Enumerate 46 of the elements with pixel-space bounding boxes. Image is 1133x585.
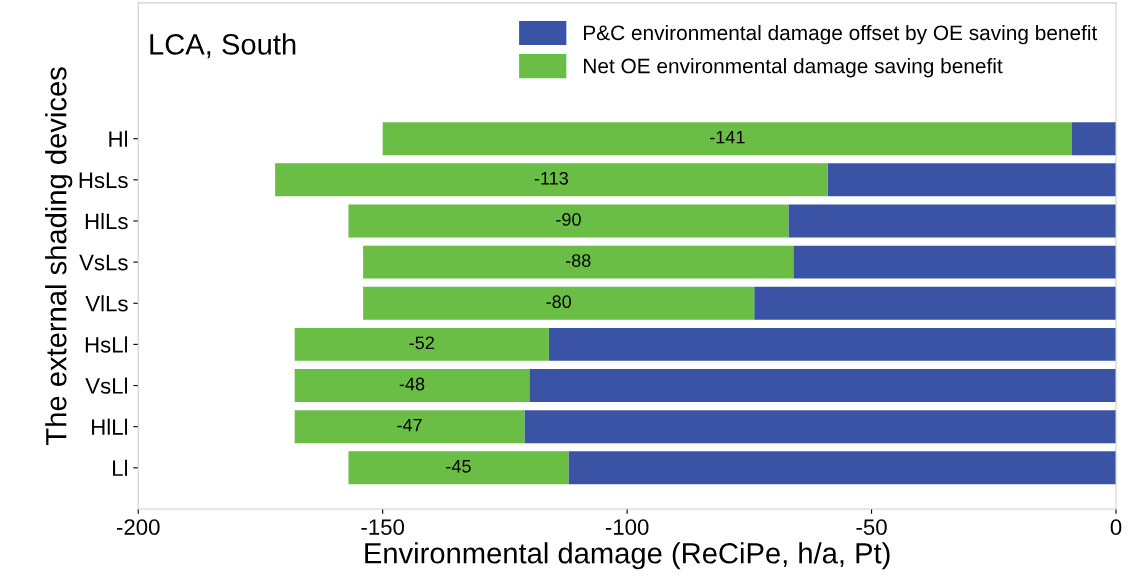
bar — [1072, 122, 1116, 156]
data-label: -80 — [546, 295, 572, 309]
bar — [524, 410, 1116, 444]
y-tick-label: VlLs — [85, 295, 128, 312]
bar — [788, 204, 1116, 238]
chart-title: LCA, South — [150, 33, 296, 59]
bar — [294, 369, 530, 402]
bar — [348, 204, 789, 238]
y-tick-label: VsLl — [85, 377, 128, 394]
y-axis-title: The external shading devices — [45, 67, 73, 445]
data-label: -141 — [710, 130, 745, 144]
y-tick-label: HsLs — [79, 172, 128, 189]
x-tick-label: -50 — [856, 519, 887, 535]
data-label: -90 — [556, 213, 581, 226]
bar — [793, 245, 1116, 279]
data-label: -47 — [397, 418, 422, 432]
x-tick-label: -150 — [361, 519, 405, 535]
legend-label: P&C environmental damage offset by OE saving benefit — [584, 24, 1098, 45]
y-tick-label: VsLs — [79, 254, 128, 271]
bar — [529, 369, 1116, 402]
x-tick-label: -100 — [605, 519, 649, 535]
bar — [348, 451, 569, 485]
y-tick-label: HlLl — [92, 418, 128, 435]
data-label: -88 — [565, 254, 591, 267]
bar — [548, 327, 1116, 361]
bar — [754, 286, 1116, 320]
data-label: -113 — [534, 171, 568, 185]
bar — [275, 163, 828, 197]
x-axis-title: Environmental damage (ReCiPe, h/a, Pt) — [365, 542, 890, 570]
bar — [568, 451, 1116, 485]
y-tick-label: Hl — [109, 130, 128, 147]
data-label: -52 — [409, 336, 434, 350]
bar — [294, 327, 549, 361]
y-tick-label: HlLs — [85, 212, 128, 230]
y-tick-label: Ll — [113, 459, 128, 476]
bar — [382, 122, 1072, 156]
x-tick-label: -200 — [116, 519, 160, 535]
legend-label: Net OE environmental damage saving benefit — [584, 58, 1003, 78]
bar — [294, 410, 525, 444]
data-label: -45 — [446, 460, 471, 473]
bar — [827, 163, 1116, 197]
bar — [363, 286, 755, 320]
x-tick-label: 0 — [1110, 519, 1122, 535]
y-tick-label: HsLl — [85, 336, 128, 353]
bar — [363, 245, 794, 279]
data-label: -48 — [399, 377, 425, 391]
